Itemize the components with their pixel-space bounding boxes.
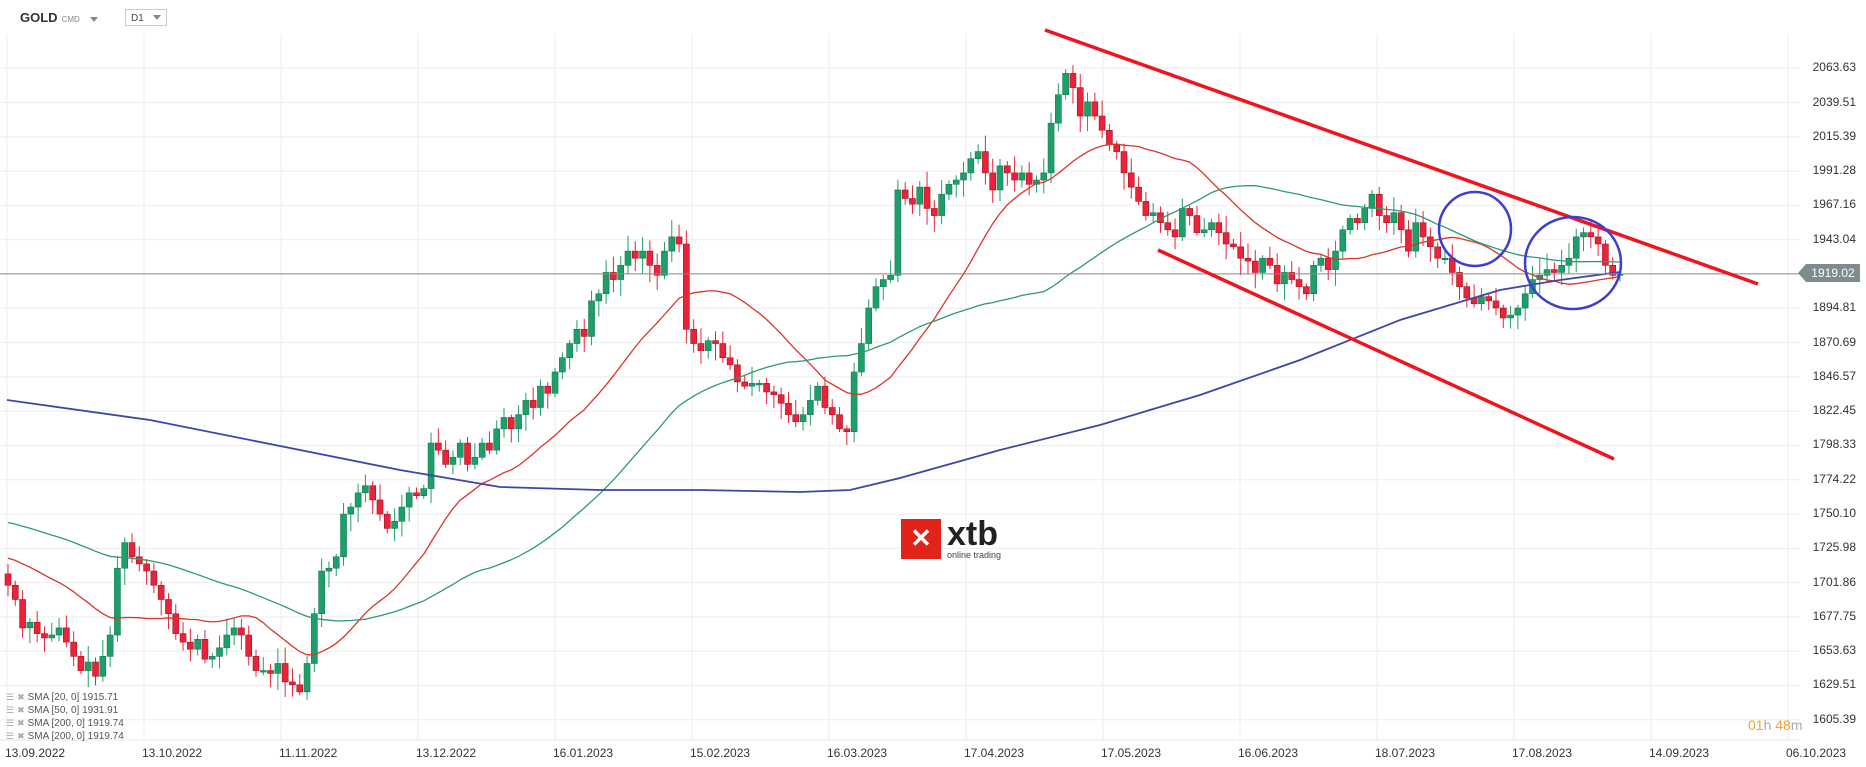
price-tick: 1774.22 [1812, 471, 1856, 486]
settings-icon[interactable]: ☰ [6, 692, 15, 702]
legend-label: SMA [200, 0] 1919.74 [27, 718, 124, 729]
legend-label: SMA [20, 0] 1915.71 [27, 692, 119, 703]
xtb-logo: ✕ xtb online trading [901, 517, 1001, 560]
date-tick: 18.07.2023 [1375, 746, 1436, 760]
timeframe-select[interactable]: D1 [125, 9, 167, 26]
legend-sma-200[interactable]: ☰ ✖ SMA [200, 0] 1919.74 [6, 718, 124, 729]
candle-countdown: 01h 48m [1748, 717, 1803, 733]
price-tick: 1822.45 [1812, 403, 1856, 418]
price-tick: 1725.98 [1812, 540, 1856, 555]
date-tick: 15.02.2023 [690, 746, 751, 760]
close-icon[interactable]: ✖ [17, 731, 25, 741]
date-tick: 13.09.2022 [5, 746, 66, 760]
price-tick: 2039.51 [1812, 94, 1856, 109]
legend-label: SMA [200, 0] 1919.74 [27, 731, 124, 742]
timer-m: m [1790, 717, 1803, 733]
symbol-name: GOLD [20, 10, 58, 25]
price-tick: 1991.28 [1812, 163, 1856, 178]
logo-brand: xtb [947, 515, 998, 553]
price-tick: 1967.16 [1812, 197, 1856, 212]
legend-sma-20[interactable]: ☰ ✖ SMA [20, 0] 1915.71 [6, 692, 118, 703]
close-icon[interactable]: ✖ [17, 705, 25, 715]
price-tick: 1653.63 [1812, 643, 1856, 658]
legend-label: SMA [50, 0] 1931.91 [27, 705, 119, 716]
xtb-logo-icon: ✕ [901, 518, 941, 559]
date-tick: 11.11.2022 [279, 746, 338, 760]
price-tick: 1629.51 [1812, 677, 1856, 692]
date-tick: 17.05.2023 [1101, 746, 1162, 760]
price-tick: 2063.63 [1812, 60, 1856, 75]
timeframe-value: D1 [131, 13, 144, 24]
chevron-down-icon [89, 17, 98, 22]
date-tick: 16.03.2023 [827, 746, 888, 760]
date-tick: 13.12.2022 [416, 746, 477, 760]
chevron-down-icon [153, 15, 161, 20]
date-tick: 06.10.2023 [1786, 746, 1847, 760]
price-tick: 1605.39 [1812, 711, 1856, 726]
price-tick: 1750.10 [1812, 506, 1856, 521]
price-tick: 1943.04 [1812, 231, 1856, 246]
timer-minutes: 48 [1775, 717, 1791, 733]
current-price-label: 1919.02 [1798, 264, 1860, 282]
date-tick: 16.06.2023 [1238, 746, 1299, 760]
settings-icon[interactable]: ☰ [6, 731, 15, 741]
price-tick: 2015.39 [1812, 128, 1856, 143]
price-tick: 1870.69 [1812, 334, 1856, 349]
price-tick: 1677.75 [1812, 608, 1856, 623]
logo-tagline: online trading [947, 550, 1002, 560]
legend-sma-50[interactable]: ☰ ✖ SMA [50, 0] 1931.91 [6, 705, 118, 716]
symbol-selector[interactable]: GOLD CMD [20, 10, 98, 25]
timer-h: h [1763, 717, 1772, 733]
price-tick: 1846.57 [1812, 368, 1856, 383]
date-tick: 13.10.2022 [142, 746, 203, 760]
legend-sma-200-b[interactable]: ☰ ✖ SMA [200, 0] 1919.74 [6, 731, 124, 742]
settings-icon[interactable]: ☰ [6, 705, 15, 715]
date-tick: 14.09.2023 [1649, 746, 1710, 760]
price-tick: 1894.81 [1812, 300, 1856, 315]
chart-toolbar: GOLD CMD D1 [0, 0, 1866, 34]
date-tick: 17.08.2023 [1512, 746, 1573, 760]
price-tick: 1798.33 [1812, 437, 1856, 452]
date-tick: 16.01.2023 [553, 746, 614, 760]
price-tick: 1701.86 [1812, 574, 1856, 589]
timer-hours: 01 [1748, 717, 1764, 733]
date-tick: 17.04.2023 [964, 746, 1025, 760]
close-icon[interactable]: ✖ [17, 718, 25, 728]
settings-icon[interactable]: ☰ [6, 718, 15, 728]
close-icon[interactable]: ✖ [17, 692, 25, 702]
symbol-type: CMD [61, 15, 80, 24]
